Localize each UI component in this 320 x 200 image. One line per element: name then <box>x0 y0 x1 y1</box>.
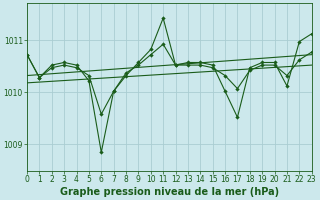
X-axis label: Graphe pression niveau de la mer (hPa): Graphe pression niveau de la mer (hPa) <box>60 187 279 197</box>
